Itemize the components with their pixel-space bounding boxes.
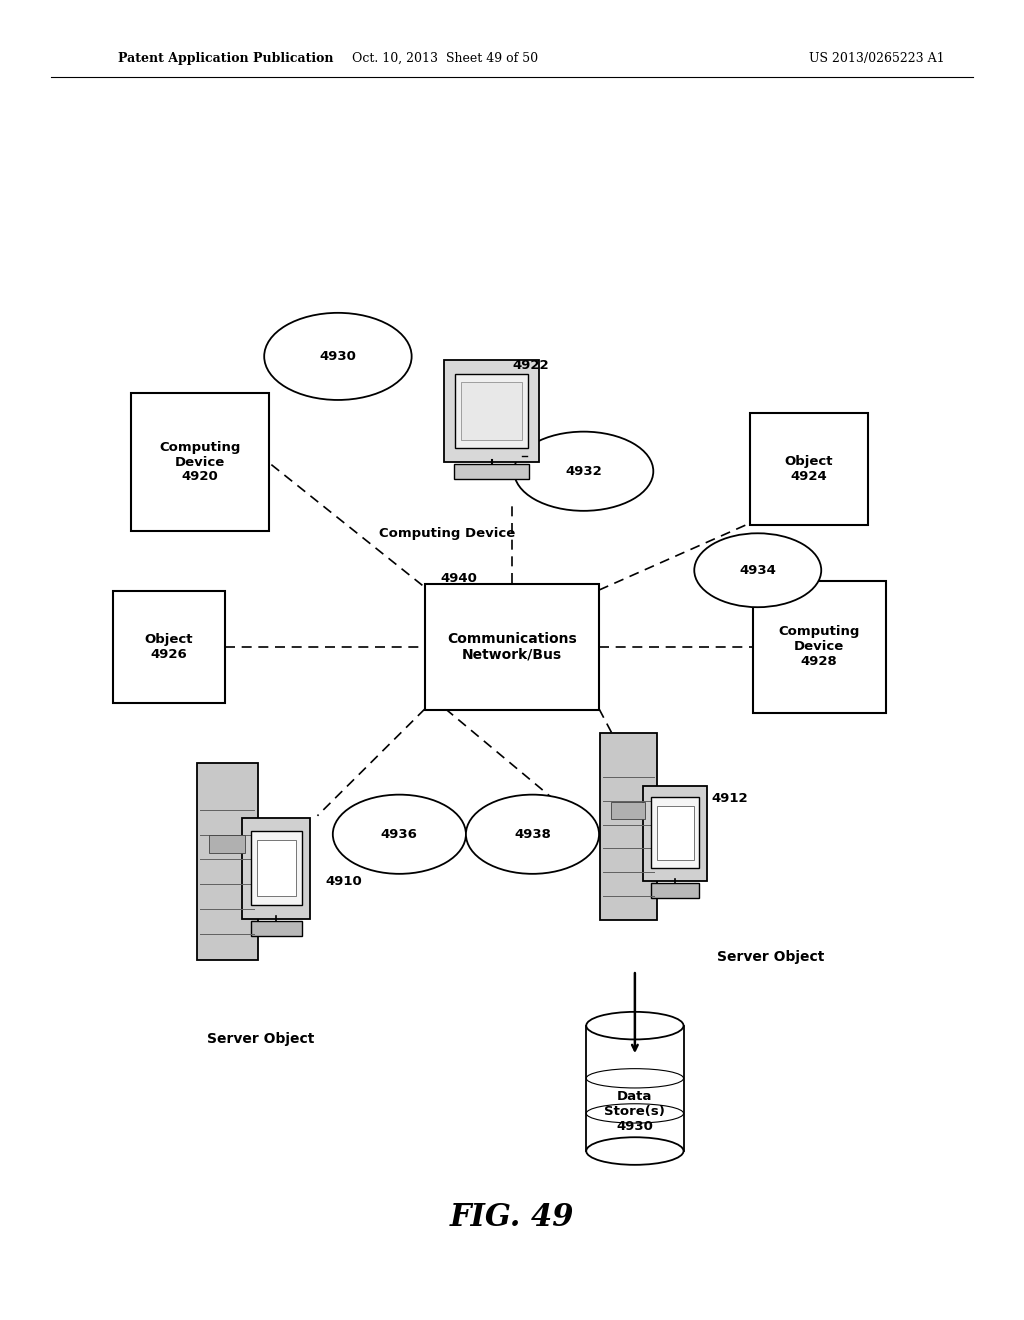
Ellipse shape: [586, 1012, 684, 1039]
Text: FIG. 49: FIG. 49: [450, 1201, 574, 1233]
Text: Data
Store(s)
4930: Data Store(s) 4930: [604, 1090, 666, 1133]
Text: 4936: 4936: [381, 828, 418, 841]
FancyBboxPatch shape: [650, 883, 699, 898]
Text: 4912: 4912: [712, 792, 749, 805]
FancyBboxPatch shape: [753, 581, 886, 713]
FancyBboxPatch shape: [455, 374, 528, 447]
FancyBboxPatch shape: [257, 840, 296, 896]
Text: Server Object: Server Object: [717, 950, 824, 965]
FancyBboxPatch shape: [611, 801, 645, 818]
FancyBboxPatch shape: [651, 797, 699, 869]
Ellipse shape: [694, 533, 821, 607]
Text: Computing
Device
4920: Computing Device 4920: [159, 441, 241, 483]
FancyBboxPatch shape: [643, 785, 708, 882]
Text: Object
4926: Object 4926: [144, 632, 194, 661]
FancyBboxPatch shape: [461, 383, 522, 440]
Polygon shape: [586, 1026, 684, 1151]
FancyBboxPatch shape: [454, 465, 529, 479]
FancyBboxPatch shape: [656, 807, 693, 859]
Text: 4934: 4934: [739, 564, 776, 577]
FancyBboxPatch shape: [444, 359, 539, 462]
FancyBboxPatch shape: [251, 921, 302, 936]
Text: US 2013/0265223 A1: US 2013/0265223 A1: [809, 51, 944, 65]
Text: 4938: 4938: [514, 828, 551, 841]
Text: 4930: 4930: [319, 350, 356, 363]
Text: Oct. 10, 2013  Sheet 49 of 50: Oct. 10, 2013 Sheet 49 of 50: [352, 51, 539, 65]
FancyBboxPatch shape: [251, 830, 302, 906]
Text: 4932: 4932: [565, 465, 602, 478]
Text: Patent Application Publication: Patent Application Publication: [118, 51, 333, 65]
Ellipse shape: [333, 795, 466, 874]
Text: 4910: 4910: [326, 875, 362, 888]
Text: Object
4924: Object 4924: [784, 454, 834, 483]
FancyBboxPatch shape: [243, 818, 310, 919]
FancyBboxPatch shape: [600, 733, 657, 920]
FancyBboxPatch shape: [197, 763, 258, 960]
FancyBboxPatch shape: [750, 412, 868, 524]
Ellipse shape: [466, 795, 599, 874]
FancyBboxPatch shape: [131, 393, 268, 531]
Text: Server Object: Server Object: [208, 1032, 314, 1047]
FancyBboxPatch shape: [113, 591, 225, 702]
Ellipse shape: [264, 313, 412, 400]
FancyBboxPatch shape: [425, 583, 599, 710]
Text: Computing Device: Computing Device: [379, 527, 515, 540]
Ellipse shape: [514, 432, 653, 511]
Text: Communications
Network/Bus: Communications Network/Bus: [447, 632, 577, 661]
Text: Computing
Device
4928: Computing Device 4928: [778, 626, 860, 668]
Text: 4940: 4940: [440, 572, 477, 585]
FancyBboxPatch shape: [210, 836, 246, 853]
Text: 4922: 4922: [512, 359, 549, 372]
Ellipse shape: [586, 1138, 684, 1164]
